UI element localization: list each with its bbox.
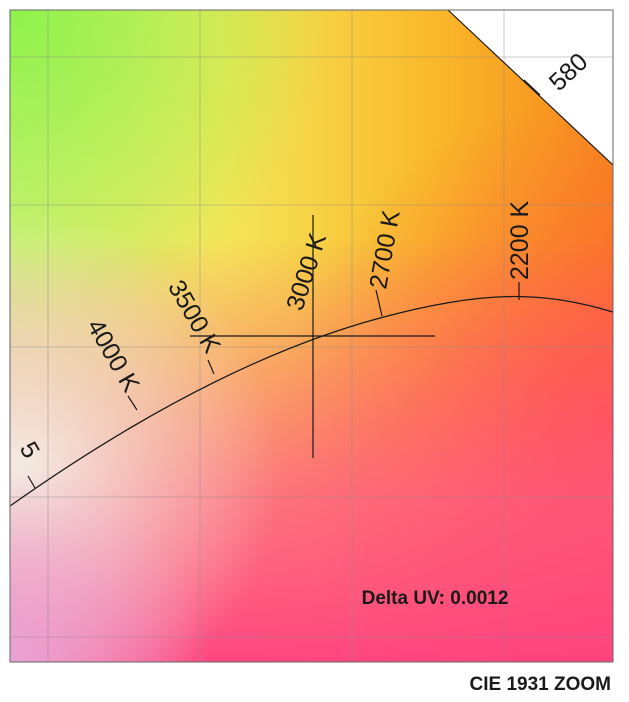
chart-caption: CIE 1931 ZOOM (469, 674, 612, 695)
spectral-locus-edge (447, 9, 614, 166)
measurement-crosshair (190, 215, 435, 458)
delta-uv-readout: Delta UV: 0.0012 (362, 588, 509, 609)
planckian-locus (9, 295, 614, 507)
wavelength-tick (523, 79, 541, 96)
cct-ticks (27, 282, 520, 489)
cct-label-2200: 2200 K (506, 200, 534, 280)
plot-frame (9, 9, 614, 663)
